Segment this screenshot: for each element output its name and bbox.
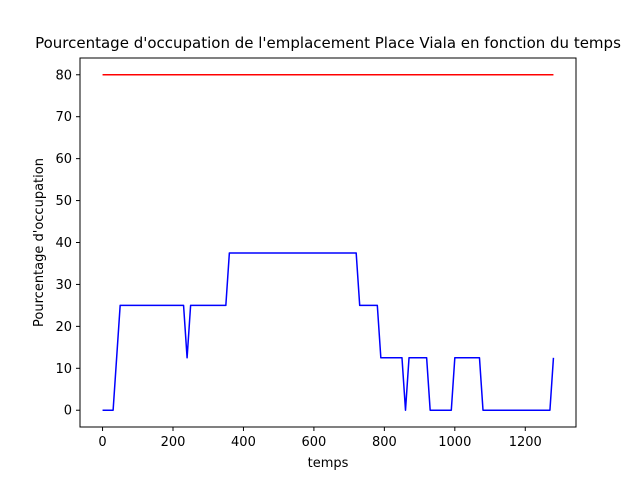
chart-title: Pourcentage d'occupation de l'emplacemen… xyxy=(35,34,621,52)
y-tick-label: 10 xyxy=(55,362,72,377)
y-tick-label: 20 xyxy=(55,320,72,335)
x-tick-label: 200 xyxy=(161,435,186,450)
x-tick-label: 400 xyxy=(231,435,256,450)
x-tick-label: 1000 xyxy=(438,435,471,450)
x-tick-label: 0 xyxy=(98,435,106,450)
x-tick-label: 1200 xyxy=(509,435,542,450)
y-axis: 0 10 20 30 40 50 60 70 80 xyxy=(55,68,80,419)
x-axis: 0 200 400 600 800 1000 1200 xyxy=(98,427,542,450)
x-tick-label: 800 xyxy=(372,435,397,450)
y-tick-label: 60 xyxy=(55,152,72,167)
y-tick-label: 40 xyxy=(55,236,72,251)
x-axis-label: temps xyxy=(308,456,349,471)
y-tick-label: 50 xyxy=(55,194,72,209)
y-tick-label: 70 xyxy=(55,110,72,125)
plot-area xyxy=(80,58,576,427)
y-tick-label: 30 xyxy=(55,278,72,293)
series-layer xyxy=(102,74,555,411)
y-tick-label: 80 xyxy=(55,68,72,83)
x-tick-label: 600 xyxy=(301,435,326,450)
y-tick-label: 0 xyxy=(64,404,72,419)
series-line-2 xyxy=(102,252,555,411)
y-axis-label: Pourcentage d'occupation xyxy=(32,158,47,327)
